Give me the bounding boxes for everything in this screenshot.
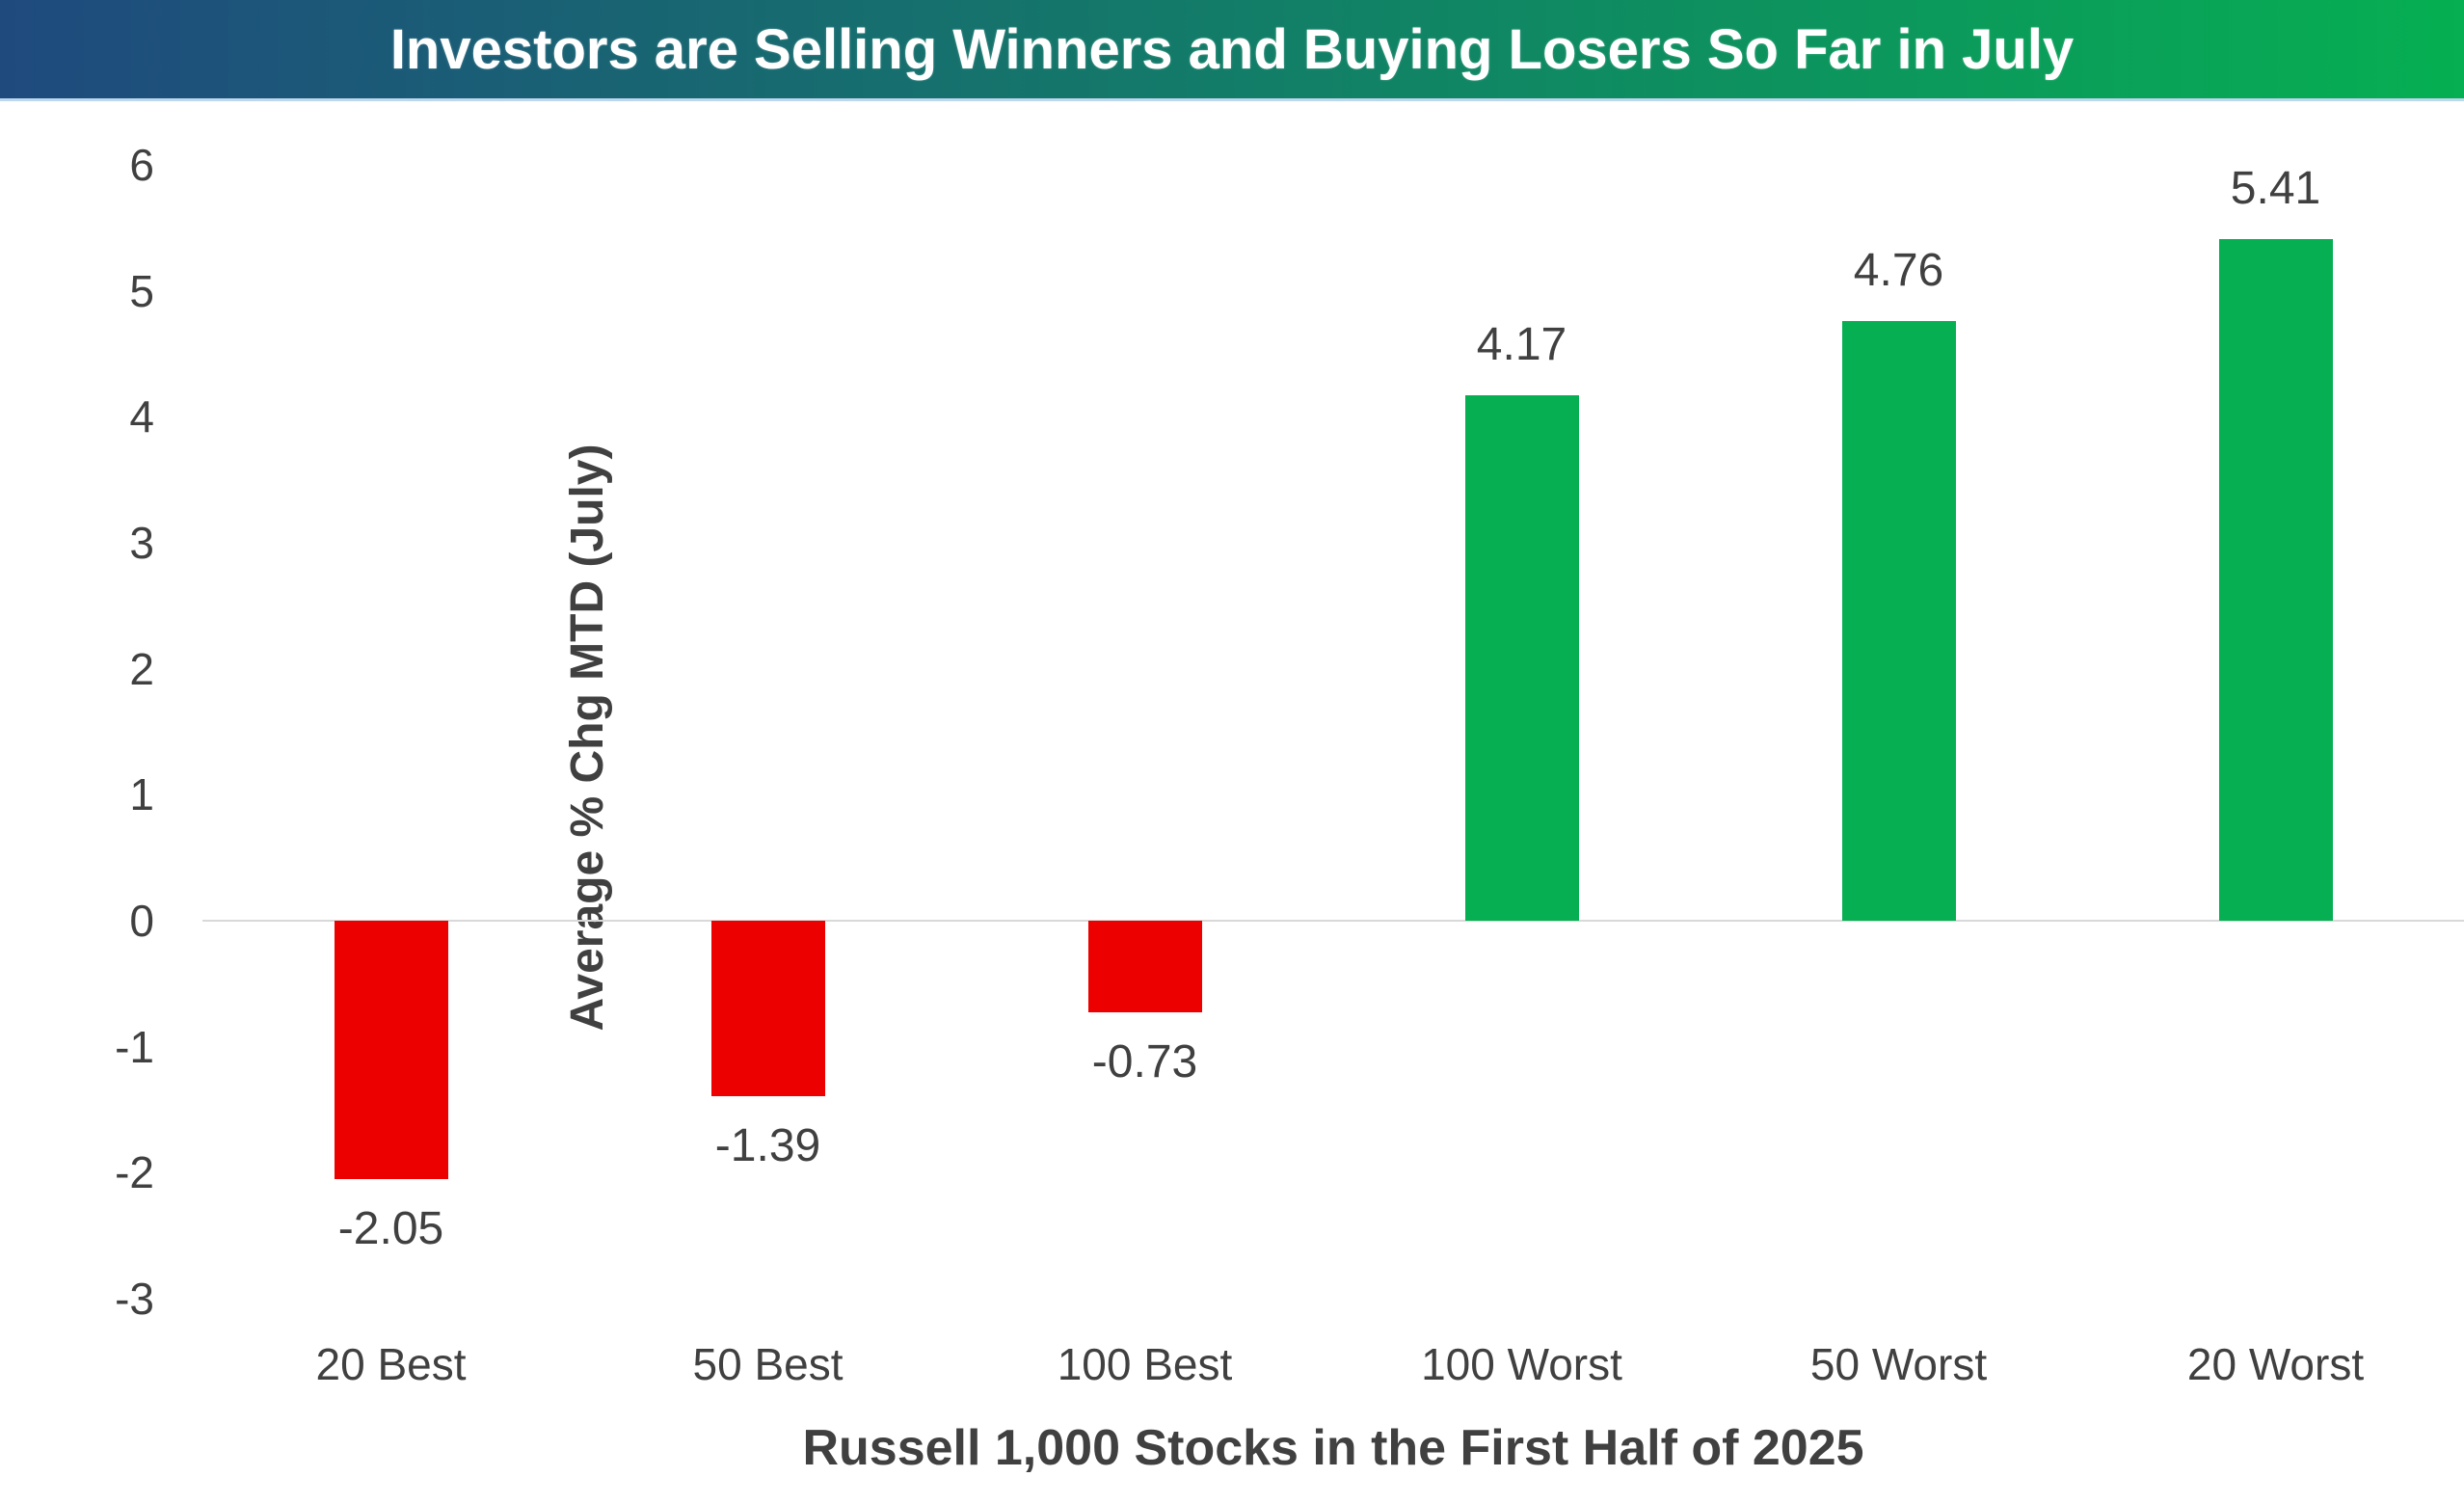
title-banner: Investors are Selling Winners and Buying…	[0, 0, 2464, 101]
x-axis-zero-line	[202, 920, 2464, 922]
bar-50-worst	[1841, 321, 1956, 921]
y-tick-label: -1	[115, 1021, 154, 1072]
bar-value-label: -1.39	[714, 1119, 821, 1171]
bar-value-label: -0.73	[1091, 1036, 1198, 1088]
x-axis-title: Russell 1,000 Stocks in the First Half o…	[802, 1420, 1864, 1476]
bar-value-label: -2.05	[337, 1202, 444, 1254]
bar-value-label: 4.76	[1853, 245, 1944, 297]
y-tick-label: 5	[129, 265, 154, 316]
y-tick-label: 3	[129, 518, 154, 568]
bar-20-worst	[2218, 239, 2333, 921]
plot-area: -2.05 -1.39 -0.73 4.17 4.76 5.41	[202, 165, 2464, 1299]
x-category-label: 50 Best	[692, 1339, 844, 1389]
y-tick-label: 0	[129, 896, 154, 946]
bar-100-worst	[1464, 395, 1579, 921]
y-tick-label: -2	[115, 1147, 154, 1198]
x-category-label: 100 Worst	[1421, 1339, 1622, 1389]
y-tick-label: 6	[129, 140, 154, 190]
x-category-label: 20 Best	[315, 1339, 467, 1389]
chart-title: Investors are Selling Winners and Buying…	[389, 17, 2075, 81]
bar-100-best	[1087, 921, 1202, 1013]
x-axis-category-labels: 20 Best 50 Best 100 Best 100 Worst 50 Worst 2…	[202, 1338, 2464, 1390]
y-tick-label: 2	[129, 643, 154, 694]
bar-50-best	[710, 921, 825, 1096]
bar-value-label: 4.17	[1476, 319, 1567, 371]
y-tick-label: 1	[129, 769, 154, 820]
x-category-label: 50 Worst	[1809, 1339, 1988, 1389]
x-category-label: 20 Worst	[2186, 1339, 2365, 1389]
x-category-label: 100 Best	[1057, 1339, 1233, 1389]
y-tick-label: -3	[115, 1274, 154, 1324]
bar-value-label: 5.41	[2230, 163, 2321, 215]
bar-20-best	[334, 921, 448, 1179]
y-tick-label: 4	[129, 391, 154, 443]
